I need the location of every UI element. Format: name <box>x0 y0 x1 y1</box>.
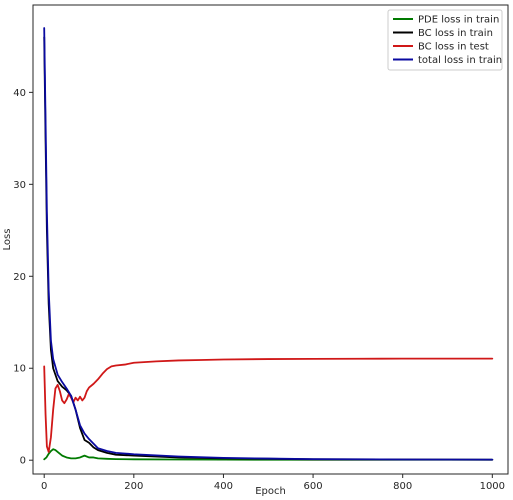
x-tick-label-3: 600 <box>304 481 323 492</box>
series-line-2 <box>43 357 494 453</box>
y-tick-label-3: 30 <box>13 180 26 191</box>
legend-label-0: PDE loss in train <box>418 15 499 26</box>
series-line-0 <box>43 448 494 461</box>
legend-label-1: BC loss in train <box>418 28 493 39</box>
series-line-3 <box>43 27 494 461</box>
x-axis-label: Epoch <box>255 486 286 497</box>
x-tick-label-2: 400 <box>214 481 233 492</box>
legend-label-3: total loss in train <box>418 55 502 66</box>
x-tick-label-5: 1000 <box>480 481 505 492</box>
legend-label-2: BC loss in test <box>418 42 489 53</box>
y-tick-label-4: 40 <box>13 88 26 99</box>
y-axis-label: Loss <box>2 229 13 251</box>
x-tick-label-4: 800 <box>393 481 412 492</box>
x-tick-label-0: 0 <box>41 481 47 492</box>
y-tick-label-1: 10 <box>13 364 26 375</box>
y-tick-label-0: 0 <box>20 456 26 467</box>
y-tick-label-2: 20 <box>13 272 26 283</box>
ticks-layer: 0 200 400 600 800 1000 0 10 20 30 40 <box>13 88 505 492</box>
legend: PDE loss in train BC loss in train BC loss… <box>387 9 503 71</box>
plot-frame <box>32 4 509 475</box>
series-layer <box>43 27 494 461</box>
x-tick-label-1: 200 <box>124 481 143 492</box>
legend-box <box>387 9 503 71</box>
